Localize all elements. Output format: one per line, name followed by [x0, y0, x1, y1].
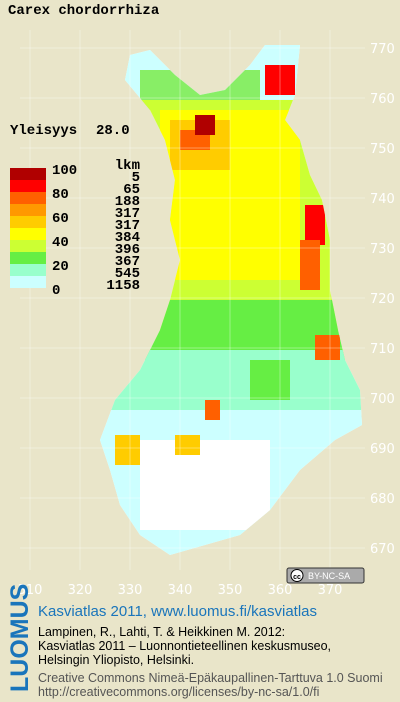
citation-line: Kasviatlas 2011 – Luonnontieteellinen ke…: [38, 639, 331, 653]
y-tick-label: 750: [370, 142, 395, 157]
x-tick-label: 350: [218, 583, 243, 598]
count: 367: [115, 254, 140, 270]
legend: 5651883173173843963675451158lkm100806040…: [10, 158, 140, 299]
scale-label: 40: [52, 235, 69, 251]
scale-label: 100: [52, 163, 77, 179]
cc-badge[interactable]: cc BY-NC-SA: [286, 567, 365, 584]
scale-label: 80: [52, 187, 69, 203]
link[interactable]: Kasviatlas 2011, www.luomus.fi/kasviatla…: [38, 603, 317, 620]
y-tick-label: 720: [370, 292, 395, 307]
scale-label: 20: [52, 259, 69, 275]
legend-swatch: [10, 228, 46, 240]
legend-swatch: [10, 240, 46, 252]
legend-swatch: [10, 216, 46, 228]
count: 5: [132, 170, 140, 186]
citation-line: Lampinen, R., Lahti, T. & Heikkinen M. 2…: [38, 625, 285, 639]
x-tick-label: 320: [68, 583, 93, 598]
frequency-value: 28.0: [96, 123, 130, 139]
legend-swatch: [10, 252, 46, 264]
license-line: http://creativecommons.org/licenses/by-n…: [38, 685, 319, 699]
legend-swatch: [10, 264, 46, 276]
count: 396: [115, 242, 140, 258]
brand: LUOMUS: [6, 584, 34, 692]
scale-label: 0: [52, 283, 60, 299]
count: 545: [115, 266, 140, 282]
y-tick-label: 690: [370, 442, 395, 457]
count: 188: [115, 194, 140, 210]
legend-swatch: [10, 168, 46, 180]
legend-swatch: [10, 204, 46, 216]
count: 384: [115, 230, 140, 246]
scale-label: 60: [52, 211, 69, 227]
legend-swatch: [10, 180, 46, 192]
legend-swatch: [10, 192, 46, 204]
y-tick-label: 730: [370, 242, 395, 257]
y-tick-label: 740: [370, 192, 395, 207]
x-tick-label: 340: [168, 583, 193, 598]
species-title: Carex chordorrhiza: [8, 3, 160, 19]
count-header: lkm: [115, 158, 140, 174]
count: 317: [115, 206, 140, 222]
y-tick-label: 700: [370, 392, 395, 407]
x-tick-label: 370: [318, 583, 343, 598]
badge-text: BY-NC-SA: [308, 571, 350, 581]
axes: 310 320 330 340 350 360 370 770 760 750 740 730 720 7…: [18, 30, 395, 598]
count: 1158: [106, 278, 140, 294]
license-line: Creative Commons Nimeä-Epäkaupallinen-Ta…: [38, 671, 383, 685]
x-tick-label: 360: [268, 583, 293, 598]
citation-line: Helsingin Yliopisto, Helsinki.: [38, 653, 194, 667]
count: 65: [123, 182, 140, 198]
y-tick-label: 680: [370, 492, 395, 507]
cc-icon: cc: [293, 574, 301, 581]
x-tick-label: 330: [118, 583, 143, 598]
y-tick-label: 710: [370, 342, 395, 357]
legend-swatch: [10, 276, 46, 288]
y-tick-label: 670: [370, 542, 395, 557]
x-tick-label: 310: [18, 583, 43, 598]
y-tick-label: 760: [370, 92, 395, 107]
frequency-label: Yleisyys: [10, 123, 77, 139]
count: 317: [115, 218, 140, 234]
y-tick-label: 770: [370, 42, 395, 57]
